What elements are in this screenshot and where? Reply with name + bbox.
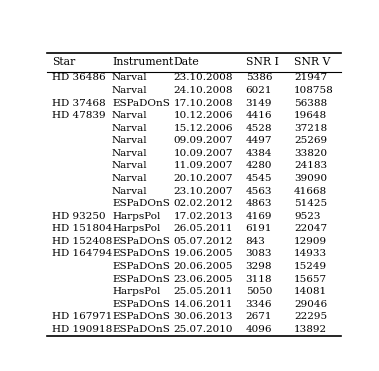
Text: 3118: 3118 xyxy=(246,275,272,283)
Text: 4096: 4096 xyxy=(246,325,272,334)
Text: 4563: 4563 xyxy=(246,187,272,196)
Text: 4528: 4528 xyxy=(246,124,272,133)
Text: 21947: 21947 xyxy=(294,73,327,82)
Text: Narval: Narval xyxy=(112,124,147,133)
Text: ESPaDOnS: ESPaDOnS xyxy=(112,325,170,334)
Text: 6021: 6021 xyxy=(246,86,272,95)
Text: 3083: 3083 xyxy=(246,249,272,259)
Text: 15.12.2006: 15.12.2006 xyxy=(174,124,233,133)
Text: 19648: 19648 xyxy=(294,111,327,120)
Text: Instrument: Instrument xyxy=(112,58,173,68)
Text: 25.07.2010: 25.07.2010 xyxy=(174,325,233,334)
Text: Narval: Narval xyxy=(112,136,147,145)
Text: 13892: 13892 xyxy=(294,325,327,334)
Text: HarpsPol: HarpsPol xyxy=(112,212,160,221)
Text: 20.06.2005: 20.06.2005 xyxy=(174,262,233,271)
Text: 3149: 3149 xyxy=(246,99,272,108)
Text: HD 36486: HD 36486 xyxy=(52,73,105,82)
Text: 14081: 14081 xyxy=(294,287,327,296)
Text: HD 164794: HD 164794 xyxy=(52,249,112,259)
Text: 4384: 4384 xyxy=(246,149,272,158)
Text: 5050: 5050 xyxy=(246,287,272,296)
Text: Star: Star xyxy=(52,58,75,68)
Text: 30.06.2013: 30.06.2013 xyxy=(174,312,233,321)
Text: 4545: 4545 xyxy=(246,174,272,183)
Text: 20.10.2007: 20.10.2007 xyxy=(174,174,233,183)
Text: ESPaDOnS: ESPaDOnS xyxy=(112,262,170,271)
Text: HD 190918: HD 190918 xyxy=(52,325,112,334)
Text: 25269: 25269 xyxy=(294,136,327,145)
Text: 4863: 4863 xyxy=(246,199,272,208)
Text: 108758: 108758 xyxy=(294,86,334,95)
Text: SNR I: SNR I xyxy=(246,58,279,68)
Text: SNR V: SNR V xyxy=(294,58,330,68)
Text: 6191: 6191 xyxy=(246,224,272,233)
Text: 37218: 37218 xyxy=(294,124,327,133)
Text: 14933: 14933 xyxy=(294,249,327,259)
Text: 22047: 22047 xyxy=(294,224,327,233)
Text: 17.10.2008: 17.10.2008 xyxy=(174,99,233,108)
Text: HD 47839: HD 47839 xyxy=(52,111,105,120)
Text: 11.09.2007: 11.09.2007 xyxy=(174,161,233,170)
Text: Narval: Narval xyxy=(112,111,147,120)
Text: 3346: 3346 xyxy=(246,300,272,309)
Text: ESPaDOnS: ESPaDOnS xyxy=(112,312,170,321)
Text: 3298: 3298 xyxy=(246,262,272,271)
Text: 33820: 33820 xyxy=(294,149,327,158)
Text: 9523: 9523 xyxy=(294,212,321,221)
Text: 05.07.2012: 05.07.2012 xyxy=(174,237,233,246)
Text: HarpsPol: HarpsPol xyxy=(112,224,160,233)
Text: 17.02.2013: 17.02.2013 xyxy=(174,212,233,221)
Text: 5386: 5386 xyxy=(246,73,272,82)
Text: 4497: 4497 xyxy=(246,136,272,145)
Text: 41668: 41668 xyxy=(294,187,327,196)
Text: HarpsPol: HarpsPol xyxy=(112,287,160,296)
Text: 29046: 29046 xyxy=(294,300,327,309)
Text: HD 152408: HD 152408 xyxy=(52,237,112,246)
Text: ESPaDOnS: ESPaDOnS xyxy=(112,300,170,309)
Text: 39090: 39090 xyxy=(294,174,327,183)
Text: Narval: Narval xyxy=(112,73,147,82)
Text: 843: 843 xyxy=(246,237,266,246)
Text: 19.06.2005: 19.06.2005 xyxy=(174,249,233,259)
Text: 24.10.2008: 24.10.2008 xyxy=(174,86,233,95)
Text: 14.06.2011: 14.06.2011 xyxy=(174,300,233,309)
Text: HD 151804: HD 151804 xyxy=(52,224,112,233)
Text: 02.02.2012: 02.02.2012 xyxy=(174,199,233,208)
Text: Date: Date xyxy=(174,58,199,68)
Text: 2671: 2671 xyxy=(246,312,272,321)
Text: ESPaDOnS: ESPaDOnS xyxy=(112,199,170,208)
Text: 22295: 22295 xyxy=(294,312,327,321)
Text: ESPaDOnS: ESPaDOnS xyxy=(112,99,170,108)
Text: 4416: 4416 xyxy=(246,111,272,120)
Text: 24183: 24183 xyxy=(294,161,327,170)
Text: Narval: Narval xyxy=(112,174,147,183)
Text: 4280: 4280 xyxy=(246,161,272,170)
Text: Narval: Narval xyxy=(112,187,147,196)
Text: 25.05.2011: 25.05.2011 xyxy=(174,287,233,296)
Text: 15657: 15657 xyxy=(294,275,327,283)
Text: 4169: 4169 xyxy=(246,212,272,221)
Text: HD 93250: HD 93250 xyxy=(52,212,105,221)
Text: Narval: Narval xyxy=(112,161,147,170)
Text: Narval: Narval xyxy=(112,149,147,158)
Text: 51425: 51425 xyxy=(294,199,327,208)
Text: 23.10.2007: 23.10.2007 xyxy=(174,187,233,196)
Text: 56388: 56388 xyxy=(294,99,327,108)
Text: 23.06.2005: 23.06.2005 xyxy=(174,275,233,283)
Text: Narval: Narval xyxy=(112,86,147,95)
Text: 15249: 15249 xyxy=(294,262,327,271)
Text: 12909: 12909 xyxy=(294,237,327,246)
Text: ESPaDOnS: ESPaDOnS xyxy=(112,237,170,246)
Text: 23.10.2008: 23.10.2008 xyxy=(174,73,233,82)
Text: HD 37468: HD 37468 xyxy=(52,99,105,108)
Text: 09.09.2007: 09.09.2007 xyxy=(174,136,233,145)
Text: ESPaDOnS: ESPaDOnS xyxy=(112,275,170,283)
Text: ESPaDOnS: ESPaDOnS xyxy=(112,249,170,259)
Text: 26.05.2011: 26.05.2011 xyxy=(174,224,233,233)
Text: HD 167971: HD 167971 xyxy=(52,312,112,321)
Text: 10.09.2007: 10.09.2007 xyxy=(174,149,233,158)
Text: 10.12.2006: 10.12.2006 xyxy=(174,111,233,120)
